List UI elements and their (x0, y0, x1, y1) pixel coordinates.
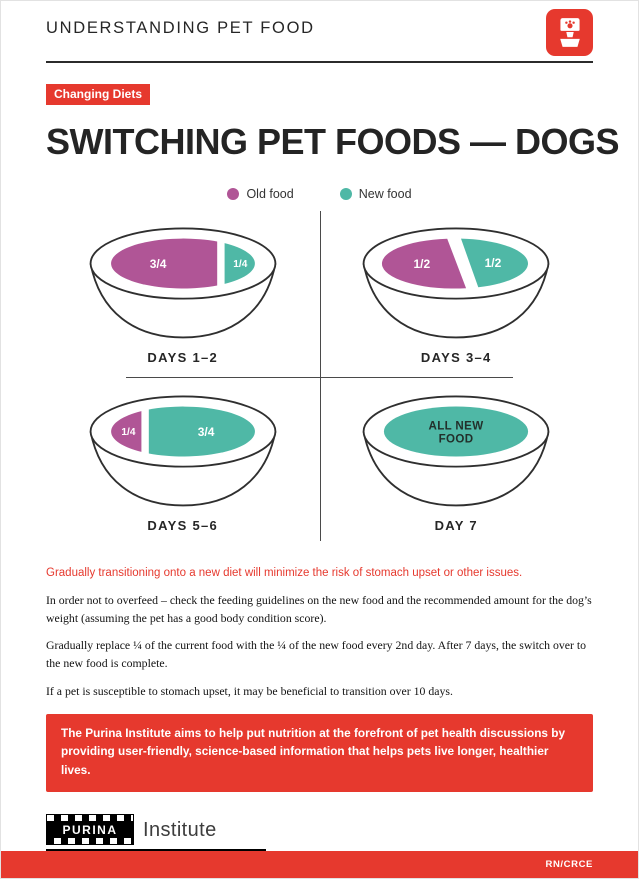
bowl-diagram-days-5-6: 1/4 3/4 (89, 395, 277, 507)
old-food-slice (382, 238, 467, 289)
quadrant-days-5-6: 1/4 3/4 DAYS 5–6 (46, 377, 320, 545)
quadrant-days-3-4: 1/2 1/2 DAYS 3–4 (320, 209, 594, 377)
checkerboard-bottom (47, 838, 133, 845)
legend-item-new-food: New food (339, 187, 412, 202)
all-new-food-line2: FOOD (439, 434, 474, 446)
brand-row: PURINA Institute (46, 814, 593, 846)
grid-horizontal-divider (126, 377, 513, 379)
new-food-slice (461, 238, 529, 288)
bottom-bar: RN/CRCE (1, 851, 638, 878)
new-food-slice (148, 406, 255, 457)
pet-feeder-glyph (559, 17, 580, 47)
new-food-full (384, 406, 529, 457)
series-title: UNDERSTANDING PET FOOD (46, 19, 315, 37)
pet-feeder-icon (546, 9, 593, 56)
bowl-diagram-day-7: ALL NEW FOOD (362, 395, 550, 507)
bowl-diagram-days-3-4: 1/2 1/2 (362, 227, 550, 339)
section-badge: Changing Diets (46, 84, 151, 105)
old-food-fraction: 1/4 (121, 427, 135, 438)
page-header: UNDERSTANDING PET FOOD (46, 1, 593, 56)
page-title: SWITCHING PET FOODS — DOGS (46, 121, 620, 162)
new-food-fraction: 1/4 (233, 259, 247, 270)
highlight-sentence: Gradually transitioning onto a new diet … (46, 567, 523, 580)
all-new-food-line1: ALL NEW (429, 421, 484, 433)
institute-callout: The Purina Institute aims to help put nu… (46, 713, 593, 793)
quadrant-label: DAYS 1–2 (147, 350, 219, 366)
quadrant-days-1-2: 3/4 1/4 DAYS 1–2 (46, 209, 320, 377)
legend: Old food New food (46, 187, 593, 201)
new-food-fraction: 3/4 (198, 425, 215, 439)
bowl-grid: 3/4 1/4 DAYS 1–2 1/2 1/2 DAYS 3–4 (46, 209, 593, 545)
old-food-slice (110, 238, 217, 289)
bowl-diagram-days-1-2: 3/4 1/4 (89, 227, 277, 339)
paragraph-sensitive: If a pet is susceptible to stomach upset… (46, 683, 453, 698)
purina-wordmark: PURINA (47, 821, 133, 839)
body-copy: In order not to overfeed – check the fee… (46, 592, 593, 700)
old-food-slice (110, 411, 142, 452)
legend-old-label: Old food (246, 187, 294, 202)
page-content: UNDERSTANDING PET FOOD Changing Diets SW… (1, 1, 638, 864)
quadrant-label: DAYS 5–6 (147, 518, 219, 534)
quadrant-label: DAY 7 (434, 518, 478, 534)
legend-item-old-food: Old food (227, 187, 294, 202)
old-food-fraction: 3/4 (149, 257, 166, 271)
old-food-dot-icon (227, 188, 240, 201)
paragraph-replace: Gradually replace ¼ of the current food … (46, 638, 587, 671)
institute-wordmark: Institute (143, 819, 217, 842)
purina-logo: PURINA (46, 814, 134, 846)
old-food-fraction: 1/2 (414, 257, 431, 271)
checkerboard-top (47, 815, 133, 822)
grid-vertical-divider (319, 211, 321, 542)
new-food-fraction: 1/2 (485, 256, 502, 270)
paragraph-overfeed: In order not to overfeed – check the fee… (46, 593, 592, 625)
header-divider (46, 61, 593, 63)
legend-new-label: New food (358, 187, 412, 202)
new-food-dot-icon (339, 188, 352, 201)
quadrant-label: DAYS 3–4 (420, 350, 492, 366)
quadrant-day-7: ALL NEW FOOD DAY 7 (320, 377, 594, 545)
document-code: RN/CRCE (545, 859, 593, 870)
new-food-slice (224, 243, 255, 284)
